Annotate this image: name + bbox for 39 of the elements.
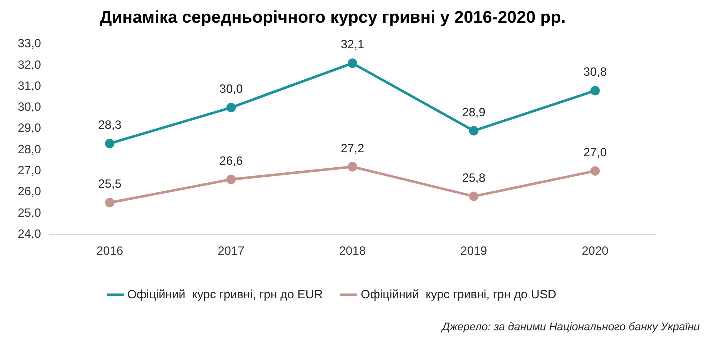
point (469, 126, 479, 136)
data-label: 28,3 (98, 118, 122, 132)
point (226, 103, 236, 113)
x-tick-label: 2020 (582, 244, 610, 258)
legend-label: Офіційний курс гривні, грн до EUR (127, 287, 324, 302)
text: Джерело: за даними Національного банку України (440, 322, 700, 334)
y-tick-label: 29,0 (18, 121, 42, 136)
data-label: 28,9 (462, 105, 486, 120)
y-tick-label: 28,0 (18, 142, 42, 156)
point (469, 192, 479, 202)
y-tick-label: 27,0 (18, 164, 42, 178)
data-label: 30,8 (584, 65, 608, 80)
y-tick-label: 31,0 (18, 78, 42, 93)
x-tick-label: 2019 (460, 244, 488, 258)
point (348, 162, 358, 172)
point (590, 86, 600, 96)
data-label: 26,6 (220, 154, 244, 168)
point (348, 58, 358, 68)
data-label: 27,2 (341, 141, 365, 156)
x-tick-label: 2016 (96, 244, 124, 258)
data-label: 32,1 (341, 38, 365, 52)
y-tick-label: 26,0 (18, 184, 42, 199)
point (590, 166, 600, 176)
y-tick-label: 30,0 (18, 100, 42, 114)
chart-title: Динаміка середньорічного курсу гривні у 2016-2020 рр. (100, 8, 566, 27)
point (105, 198, 115, 208)
y-tick-label: 33,0 (18, 36, 42, 51)
point (105, 138, 115, 148)
data-label: 30,0 (220, 82, 244, 96)
point (226, 174, 236, 184)
y-tick-label: 32,0 (18, 58, 42, 72)
x-tick-label: 2018 (339, 244, 366, 258)
y-tick-label: 25,0 (18, 206, 42, 220)
y-tick-label: 24,0 (18, 226, 42, 241)
legend-label: Офіційний курс гривні, грн до USD (361, 287, 557, 302)
data-label: 25,8 (462, 170, 486, 185)
data-label: 25,5 (98, 177, 122, 192)
data-label: 27,0 (584, 146, 608, 160)
x-tick-label: 2017 (218, 244, 246, 258)
